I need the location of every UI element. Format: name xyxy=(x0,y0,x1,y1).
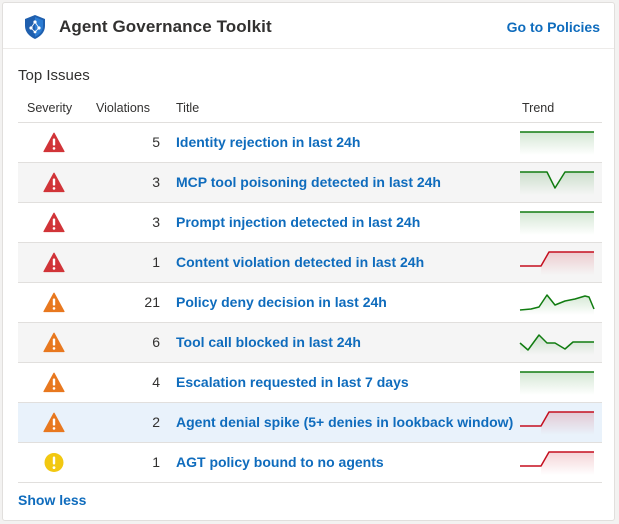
violation-count: 6 xyxy=(152,334,160,350)
warning-alert-icon xyxy=(43,412,65,433)
table-row[interactable]: 6 Tool call blocked in last 24h xyxy=(18,323,602,363)
trend-sparkline xyxy=(520,411,594,435)
info-warning-icon xyxy=(44,453,64,472)
issue-title-link[interactable]: Content violation detected in last 24h xyxy=(176,254,425,270)
trend-sparkline xyxy=(520,451,594,475)
trend-sparkline xyxy=(520,251,594,275)
issues-table: Severity Violations Title Trend 5 Identit… xyxy=(18,93,602,483)
violation-count: 4 xyxy=(152,374,160,390)
issue-title-link[interactable]: Policy deny decision in last 24h xyxy=(176,294,387,310)
section-title: Top Issues xyxy=(18,67,90,84)
issue-title-link[interactable]: AGT policy bound to no agents xyxy=(176,454,384,470)
column-header-trend: Trend xyxy=(522,101,555,115)
issue-title-link[interactable]: Agent denial spike (5+ denies in lookbac… xyxy=(176,414,514,430)
table-row[interactable]: 2 Agent denial spike (5+ denies in lookba… xyxy=(18,403,602,443)
shield-nodes-icon xyxy=(25,15,45,39)
table-row[interactable]: 4 Escalation requested in last 7 days xyxy=(18,363,602,403)
issue-title-link[interactable]: Tool call blocked in last 24h xyxy=(176,334,361,350)
violation-count: 1 xyxy=(152,454,160,470)
table-header: Severity Violations Title Trend xyxy=(18,93,602,123)
trend-sparkline xyxy=(520,211,594,235)
issue-title-link[interactable]: Identity rejection in last 24h xyxy=(176,134,361,150)
app-title: Agent Governance Toolkit xyxy=(59,17,272,36)
critical-alert-icon xyxy=(43,252,65,273)
warning-alert-icon xyxy=(43,332,65,353)
column-header-severity[interactable]: Severity xyxy=(27,101,73,115)
table-body: 5 Identity rejection in last 24h 3 MCP tool… xyxy=(18,123,602,483)
violation-count: 5 xyxy=(152,134,160,150)
column-header-violations[interactable]: Violations xyxy=(96,101,150,115)
critical-alert-icon xyxy=(43,172,65,193)
table-row[interactable]: 1 AGT policy bound to no agents xyxy=(18,443,602,483)
violation-count: 3 xyxy=(152,174,160,190)
column-header-title[interactable]: Title xyxy=(176,101,200,115)
show-less-link[interactable]: Show less xyxy=(18,492,87,508)
issue-title-link[interactable]: MCP tool poisoning detected in last 24h xyxy=(176,174,441,190)
trend-sparkline xyxy=(520,131,594,155)
trend-sparkline xyxy=(520,371,594,395)
table-row[interactable]: 3 Prompt injection detected in last 24h xyxy=(18,203,602,243)
table-row[interactable]: 3 MCP tool poisoning detected in last 24h xyxy=(18,163,602,203)
trend-sparkline xyxy=(519,294,595,315)
critical-alert-icon xyxy=(43,212,65,233)
card-header: Agent Governance Toolkit Go to Policies xyxy=(3,3,614,49)
trend-sparkline xyxy=(520,171,594,195)
violation-count: 2 xyxy=(152,414,160,430)
issue-title-link[interactable]: Prompt injection detected in last 24h xyxy=(176,214,421,230)
table-row[interactable]: 1 Content violation detected in last 24h xyxy=(18,243,602,283)
critical-alert-icon xyxy=(43,132,65,153)
trend-sparkline xyxy=(519,334,594,355)
warning-alert-icon xyxy=(43,372,65,393)
violation-count: 21 xyxy=(144,294,160,310)
issue-title-link[interactable]: Escalation requested in last 7 days xyxy=(176,374,409,390)
table-row[interactable]: 5 Identity rejection in last 24h xyxy=(18,123,602,163)
violation-count: 3 xyxy=(152,214,160,230)
go-to-policies-link[interactable]: Go to Policies xyxy=(506,19,600,35)
violation-count: 1 xyxy=(152,254,160,270)
table-row[interactable]: 21 Policy deny decision in last 24h xyxy=(18,283,602,323)
warning-alert-icon xyxy=(43,292,65,313)
